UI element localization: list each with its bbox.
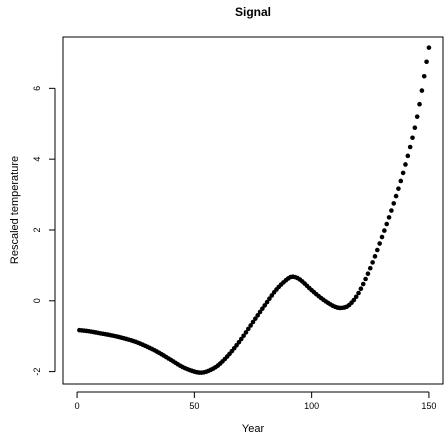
data-point [264, 299, 270, 305]
data-point [396, 186, 401, 191]
data-point [391, 201, 397, 206]
data-point [398, 178, 404, 184]
data-point [367, 265, 373, 271]
data-point [372, 254, 378, 259]
data-point [393, 193, 399, 199]
y-axis: -2 0 2 4 6 [32, 86, 56, 376]
data-point [363, 276, 368, 282]
x-tick-label: 0 [75, 401, 80, 411]
data-point [377, 241, 382, 246]
x-tick-label: 50 [189, 401, 199, 411]
data-point [410, 135, 415, 141]
data-point [414, 114, 420, 119]
chart-title: Signal [235, 5, 271, 19]
data-point [412, 125, 418, 131]
data-point [236, 339, 242, 345]
data-point [379, 234, 385, 240]
data-point [407, 144, 413, 150]
data-point [358, 286, 364, 292]
data-point [370, 260, 375, 265]
y-tick-label: 4 [32, 157, 42, 162]
y-tick-label: 2 [32, 227, 42, 232]
data-point [356, 290, 361, 296]
data-point [400, 170, 406, 176]
data-points [77, 45, 432, 375]
data-point [250, 319, 256, 325]
data-point [421, 73, 427, 79]
data-point [238, 336, 244, 342]
data-point [257, 309, 263, 315]
data-point [426, 45, 432, 50]
data-point [351, 297, 357, 303]
data-point [248, 323, 253, 328]
data-point [389, 208, 394, 213]
data-point [260, 306, 265, 311]
x-tick-label: 150 [421, 401, 436, 411]
data-point [424, 59, 429, 65]
data-point [246, 326, 251, 332]
y-tick-label: 6 [32, 86, 42, 91]
data-point [384, 221, 390, 227]
plot-frame [62, 36, 444, 385]
data-point [419, 88, 425, 93]
y-tick-label: 0 [32, 298, 42, 303]
data-point [403, 162, 408, 167]
data-point [262, 303, 268, 308]
data-point [255, 313, 260, 318]
data-point [269, 293, 275, 298]
data-point [375, 247, 380, 253]
data-point [365, 271, 371, 277]
data-point [241, 333, 246, 339]
data-point [267, 296, 272, 302]
data-point [417, 101, 422, 107]
x-axis-label: Year [242, 423, 265, 435]
x-tick-label: 100 [304, 401, 319, 411]
x-axis: 0 50 100 150 [75, 391, 436, 411]
data-point [353, 294, 359, 300]
data-point [253, 316, 258, 321]
data-point [243, 330, 249, 335]
data-point [360, 281, 366, 287]
data-point [405, 153, 411, 159]
y-tick-label: -2 [32, 368, 42, 376]
y-axis-label: Rescaled temperature [9, 156, 21, 264]
data-point [386, 215, 392, 220]
data-point [382, 228, 387, 233]
